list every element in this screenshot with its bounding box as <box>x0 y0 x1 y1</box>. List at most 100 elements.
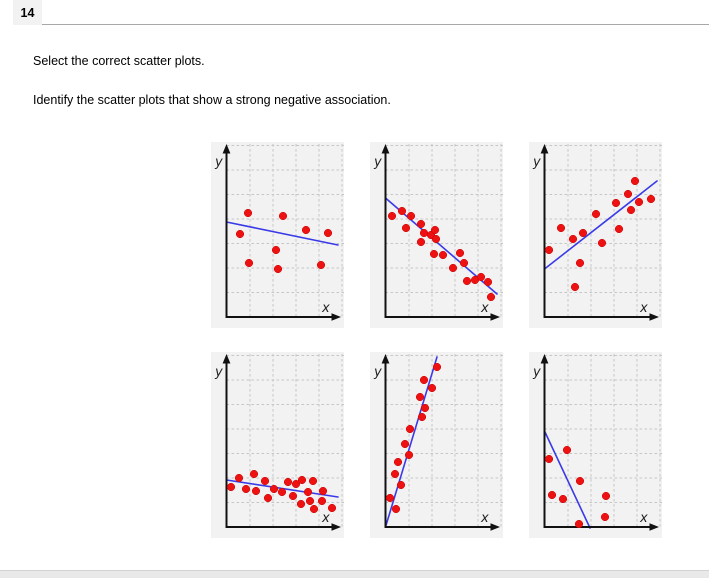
data-point <box>544 245 554 255</box>
data-point <box>427 383 437 393</box>
data-point <box>309 504 319 514</box>
data-point <box>591 209 601 219</box>
data-point <box>476 272 486 282</box>
data-point <box>251 486 261 496</box>
trend-line <box>543 180 658 270</box>
data-point <box>263 493 273 503</box>
data-point <box>419 375 429 385</box>
question-number: 14 <box>20 5 35 20</box>
x-axis-label: x <box>480 511 489 526</box>
data-point <box>385 493 395 503</box>
data-point <box>562 445 572 455</box>
data-point <box>600 512 610 522</box>
scatter-plot-canvas: yx <box>211 352 344 538</box>
data-point <box>391 504 401 514</box>
data-point <box>575 258 585 268</box>
data-point <box>297 475 307 485</box>
data-point <box>278 211 288 221</box>
data-point <box>249 469 259 479</box>
x-axis-arrow <box>331 313 341 321</box>
x-axis-arrow <box>490 523 500 531</box>
y-axis-label: y <box>373 365 382 380</box>
data-point <box>432 362 442 372</box>
data-point <box>556 223 566 233</box>
data-point <box>431 234 441 244</box>
data-point <box>419 228 429 238</box>
plot-background <box>211 352 344 538</box>
y-axis-arrow <box>540 354 549 364</box>
y-axis-arrow <box>222 144 231 154</box>
data-point <box>244 258 254 268</box>
bottom-bar <box>0 570 709 578</box>
y-axis-label: y <box>214 155 223 170</box>
data-point <box>273 264 283 274</box>
data-point <box>570 282 580 292</box>
data-point <box>578 228 588 238</box>
data-point <box>301 225 311 235</box>
y-axis-label: y <box>373 155 382 170</box>
data-point <box>626 205 636 215</box>
data-point <box>323 228 333 238</box>
data-point <box>416 237 426 247</box>
x-axis-arrow <box>649 313 659 321</box>
y-axis-label: y <box>214 365 223 380</box>
plot-background <box>529 142 662 328</box>
data-point <box>416 219 426 229</box>
data-point <box>415 392 425 402</box>
data-point <box>417 412 427 422</box>
data-point <box>544 454 554 464</box>
data-point <box>634 197 644 207</box>
data-point <box>303 487 313 497</box>
data-point <box>308 476 318 486</box>
data-point <box>455 248 465 258</box>
x-axis-label: x <box>480 301 489 316</box>
data-point <box>296 499 306 509</box>
data-point <box>438 250 448 260</box>
data-point <box>234 473 244 483</box>
data-point <box>430 225 440 235</box>
scatter-plot-canvas: yx <box>529 352 662 538</box>
data-point <box>623 189 633 199</box>
scatter-plot-canvas: yx <box>370 142 503 328</box>
data-point <box>575 476 585 486</box>
data-point <box>462 276 472 286</box>
plot-background <box>211 142 344 328</box>
data-point <box>318 486 328 496</box>
y-axis-arrow <box>540 144 549 154</box>
data-point <box>486 292 496 302</box>
data-point <box>597 238 607 248</box>
data-point <box>390 469 400 479</box>
data-point <box>317 496 327 506</box>
data-point <box>405 424 415 434</box>
data-point <box>397 206 407 216</box>
x-axis-label: x <box>321 301 330 316</box>
y-axis-arrow <box>381 354 390 364</box>
data-point <box>646 194 656 204</box>
data-point <box>601 491 611 501</box>
y-axis-label: y <box>532 365 541 380</box>
data-point <box>547 490 557 500</box>
data-point <box>568 234 578 244</box>
data-point <box>396 480 406 490</box>
instruction-line-1: Select the correct scatter plots. <box>33 53 205 68</box>
data-point <box>291 479 301 489</box>
data-point <box>448 263 458 273</box>
data-point <box>401 223 411 233</box>
data-point <box>429 249 439 259</box>
x-axis-label: x <box>639 301 648 316</box>
data-point <box>558 494 568 504</box>
data-point <box>241 484 251 494</box>
data-point <box>260 476 270 486</box>
trend-line <box>384 356 438 528</box>
data-point <box>316 260 326 270</box>
x-axis-label: x <box>639 511 648 526</box>
y-axis-label: y <box>532 155 541 170</box>
question-number-tab[interactable]: 14 <box>13 0 42 25</box>
